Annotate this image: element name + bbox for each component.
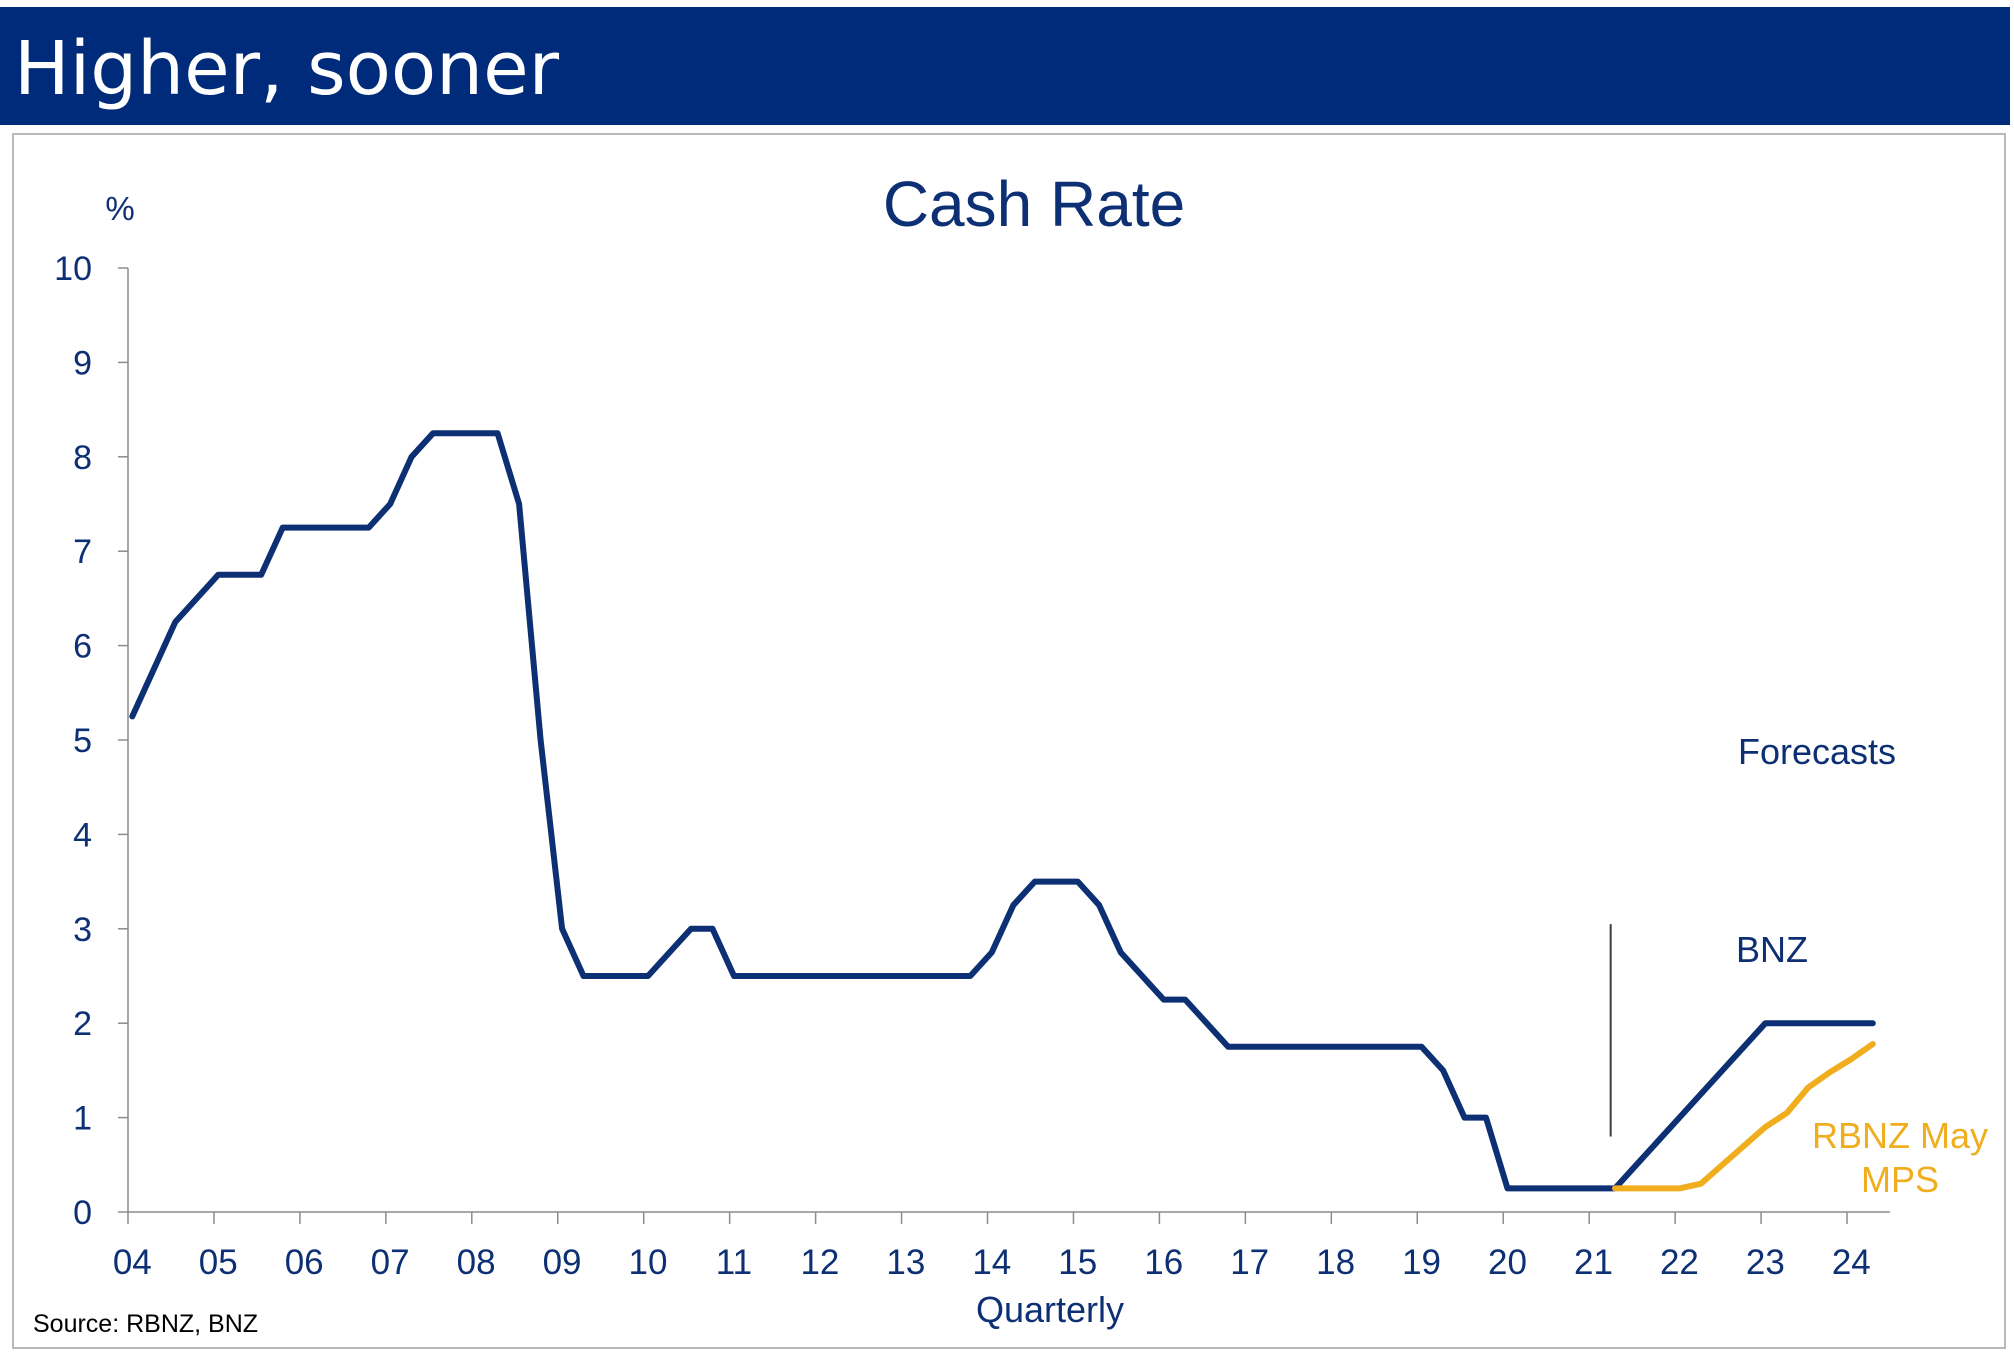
chart-frame [12,133,2006,1349]
rbnz-mps-cash-rate-line [1612,1041,1876,1192]
y-tick-label: 0 [73,1194,92,1232]
slide-header: Higher, sooner [0,7,2010,125]
forecasts-annotation: Forecasts [1738,731,1896,772]
x-tick-label: 19 [1402,1243,1441,1282]
x-tick-label: 09 [543,1243,582,1282]
x-tick-label: 05 [199,1243,238,1282]
rbnz-series-label-line-1: RBNZ May [1812,1115,1988,1156]
x-tick-label: 14 [972,1243,1011,1282]
y-tick-label: 3 [73,911,92,949]
x-tick-label: 24 [1832,1243,1871,1282]
x-tick-label: 06 [285,1243,324,1282]
y-tick-label: 5 [73,722,92,760]
x-tick-label: 22 [1660,1243,1699,1282]
x-tick-label: 04 [113,1243,152,1282]
source-note: Source: RBNZ, BNZ [33,1310,258,1338]
x-tick-label: 11 [716,1243,752,1282]
chart-title: Cash Rate [883,168,1185,240]
slide-title: Higher, sooner [14,26,560,112]
x-tick-label: 15 [1058,1243,1097,1282]
y-tick-label: 1 [73,1100,92,1138]
y-tick-label: 2 [73,1005,92,1043]
x-tick-label: 16 [1144,1243,1183,1282]
x-tick-label: 08 [457,1243,496,1282]
y-tick-label: 8 [73,439,92,477]
y-tick-label: 7 [73,533,92,571]
x-tick-label: 10 [629,1243,668,1282]
x-tick-label: 17 [1230,1243,1269,1282]
x-tick-label: 23 [1746,1243,1785,1282]
x-tick-label: 20 [1488,1243,1527,1282]
x-tick-label: 12 [800,1243,839,1282]
x-tick-label: 07 [371,1243,410,1282]
x-tick-label: 21 [1574,1243,1613,1282]
y-tick-label: 6 [73,628,92,666]
y-axis-unit-label: % [105,190,134,227]
y-tick-label: 9 [73,344,92,382]
rbnz-series-label-line-2: MPS [1861,1159,1939,1200]
x-tick-label: 13 [886,1243,925,1282]
x-tick-label: 18 [1316,1243,1355,1282]
y-tick-label: 10 [54,250,92,288]
x-axis-title: Quarterly [976,1289,1124,1330]
bnz-series-label: BNZ [1736,929,1808,970]
bnz-cash-rate-line [129,430,1876,1192]
y-tick-label: 4 [73,816,92,854]
